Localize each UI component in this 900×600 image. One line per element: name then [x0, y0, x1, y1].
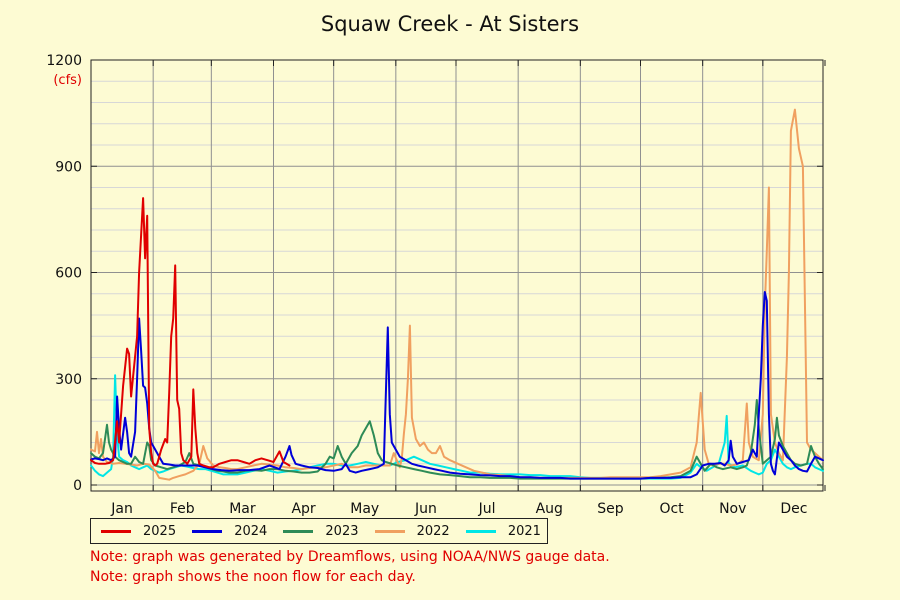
x-tick-label: Feb [170, 501, 195, 517]
x-tick-label: Jul [478, 501, 496, 517]
x-tick-label: Aug [536, 501, 563, 517]
x-tick-label: Oct [659, 501, 684, 517]
note-noon-flow: Note: graph shows the noon flow for each… [90, 569, 416, 585]
x-tick-label: Jun [414, 501, 437, 517]
series-line-2024 [90, 291, 824, 480]
x-tick-label: Dec [780, 501, 807, 517]
x-tick-label: Apr [291, 501, 315, 517]
series-line-2023 [90, 399, 824, 480]
y-tick-label: 300 [55, 372, 82, 388]
legend-item-2024: 2024 [182, 524, 273, 539]
legend-label-2022: 2022 [416, 523, 450, 539]
legend-swatch-2024 [192, 529, 223, 533]
legend-label-2025: 2025 [143, 523, 177, 539]
y-tick-label: 900 [55, 159, 82, 175]
x-tick-label: Nov [719, 501, 746, 517]
legend-label-2024: 2024 [234, 523, 268, 539]
note-source: Note: graph was generated by Dreamflows,… [90, 549, 610, 565]
y-tick-label: 0 [73, 478, 82, 494]
plot-frame [90, 59, 824, 492]
legend-item-2025: 2025 [91, 524, 182, 539]
series-line-2025 [90, 197, 291, 469]
y-tick-label: 600 [55, 266, 82, 282]
legend-swatch-2023 [283, 529, 314, 533]
x-tick-label: Jan [110, 501, 133, 517]
legend-item-2023: 2023 [273, 524, 364, 539]
chart-title: Squaw Creek - At Sisters [320, 12, 580, 36]
legend-label-2023: 2023 [325, 523, 359, 539]
x-tick-label: Mar [229, 501, 256, 517]
y-axis-label: (cfs) [53, 73, 82, 88]
legend-item-2021: 2021 [456, 524, 547, 539]
legend-label-2021: 2021 [507, 523, 541, 539]
series-line-2022 [90, 108, 824, 481]
legend-item-2022: 2022 [365, 524, 456, 539]
x-tick-label: May [350, 501, 379, 517]
legend-swatch-2021 [465, 529, 496, 533]
legend: 2025 2024 2023 2022 2021 [90, 518, 548, 544]
legend-swatch-2022 [374, 529, 405, 533]
y-tick-label: 1200 [46, 53, 82, 69]
series-line-2021 [90, 374, 824, 480]
legend-swatch-2025 [101, 529, 131, 533]
x-tick-label: Sep [597, 501, 624, 517]
